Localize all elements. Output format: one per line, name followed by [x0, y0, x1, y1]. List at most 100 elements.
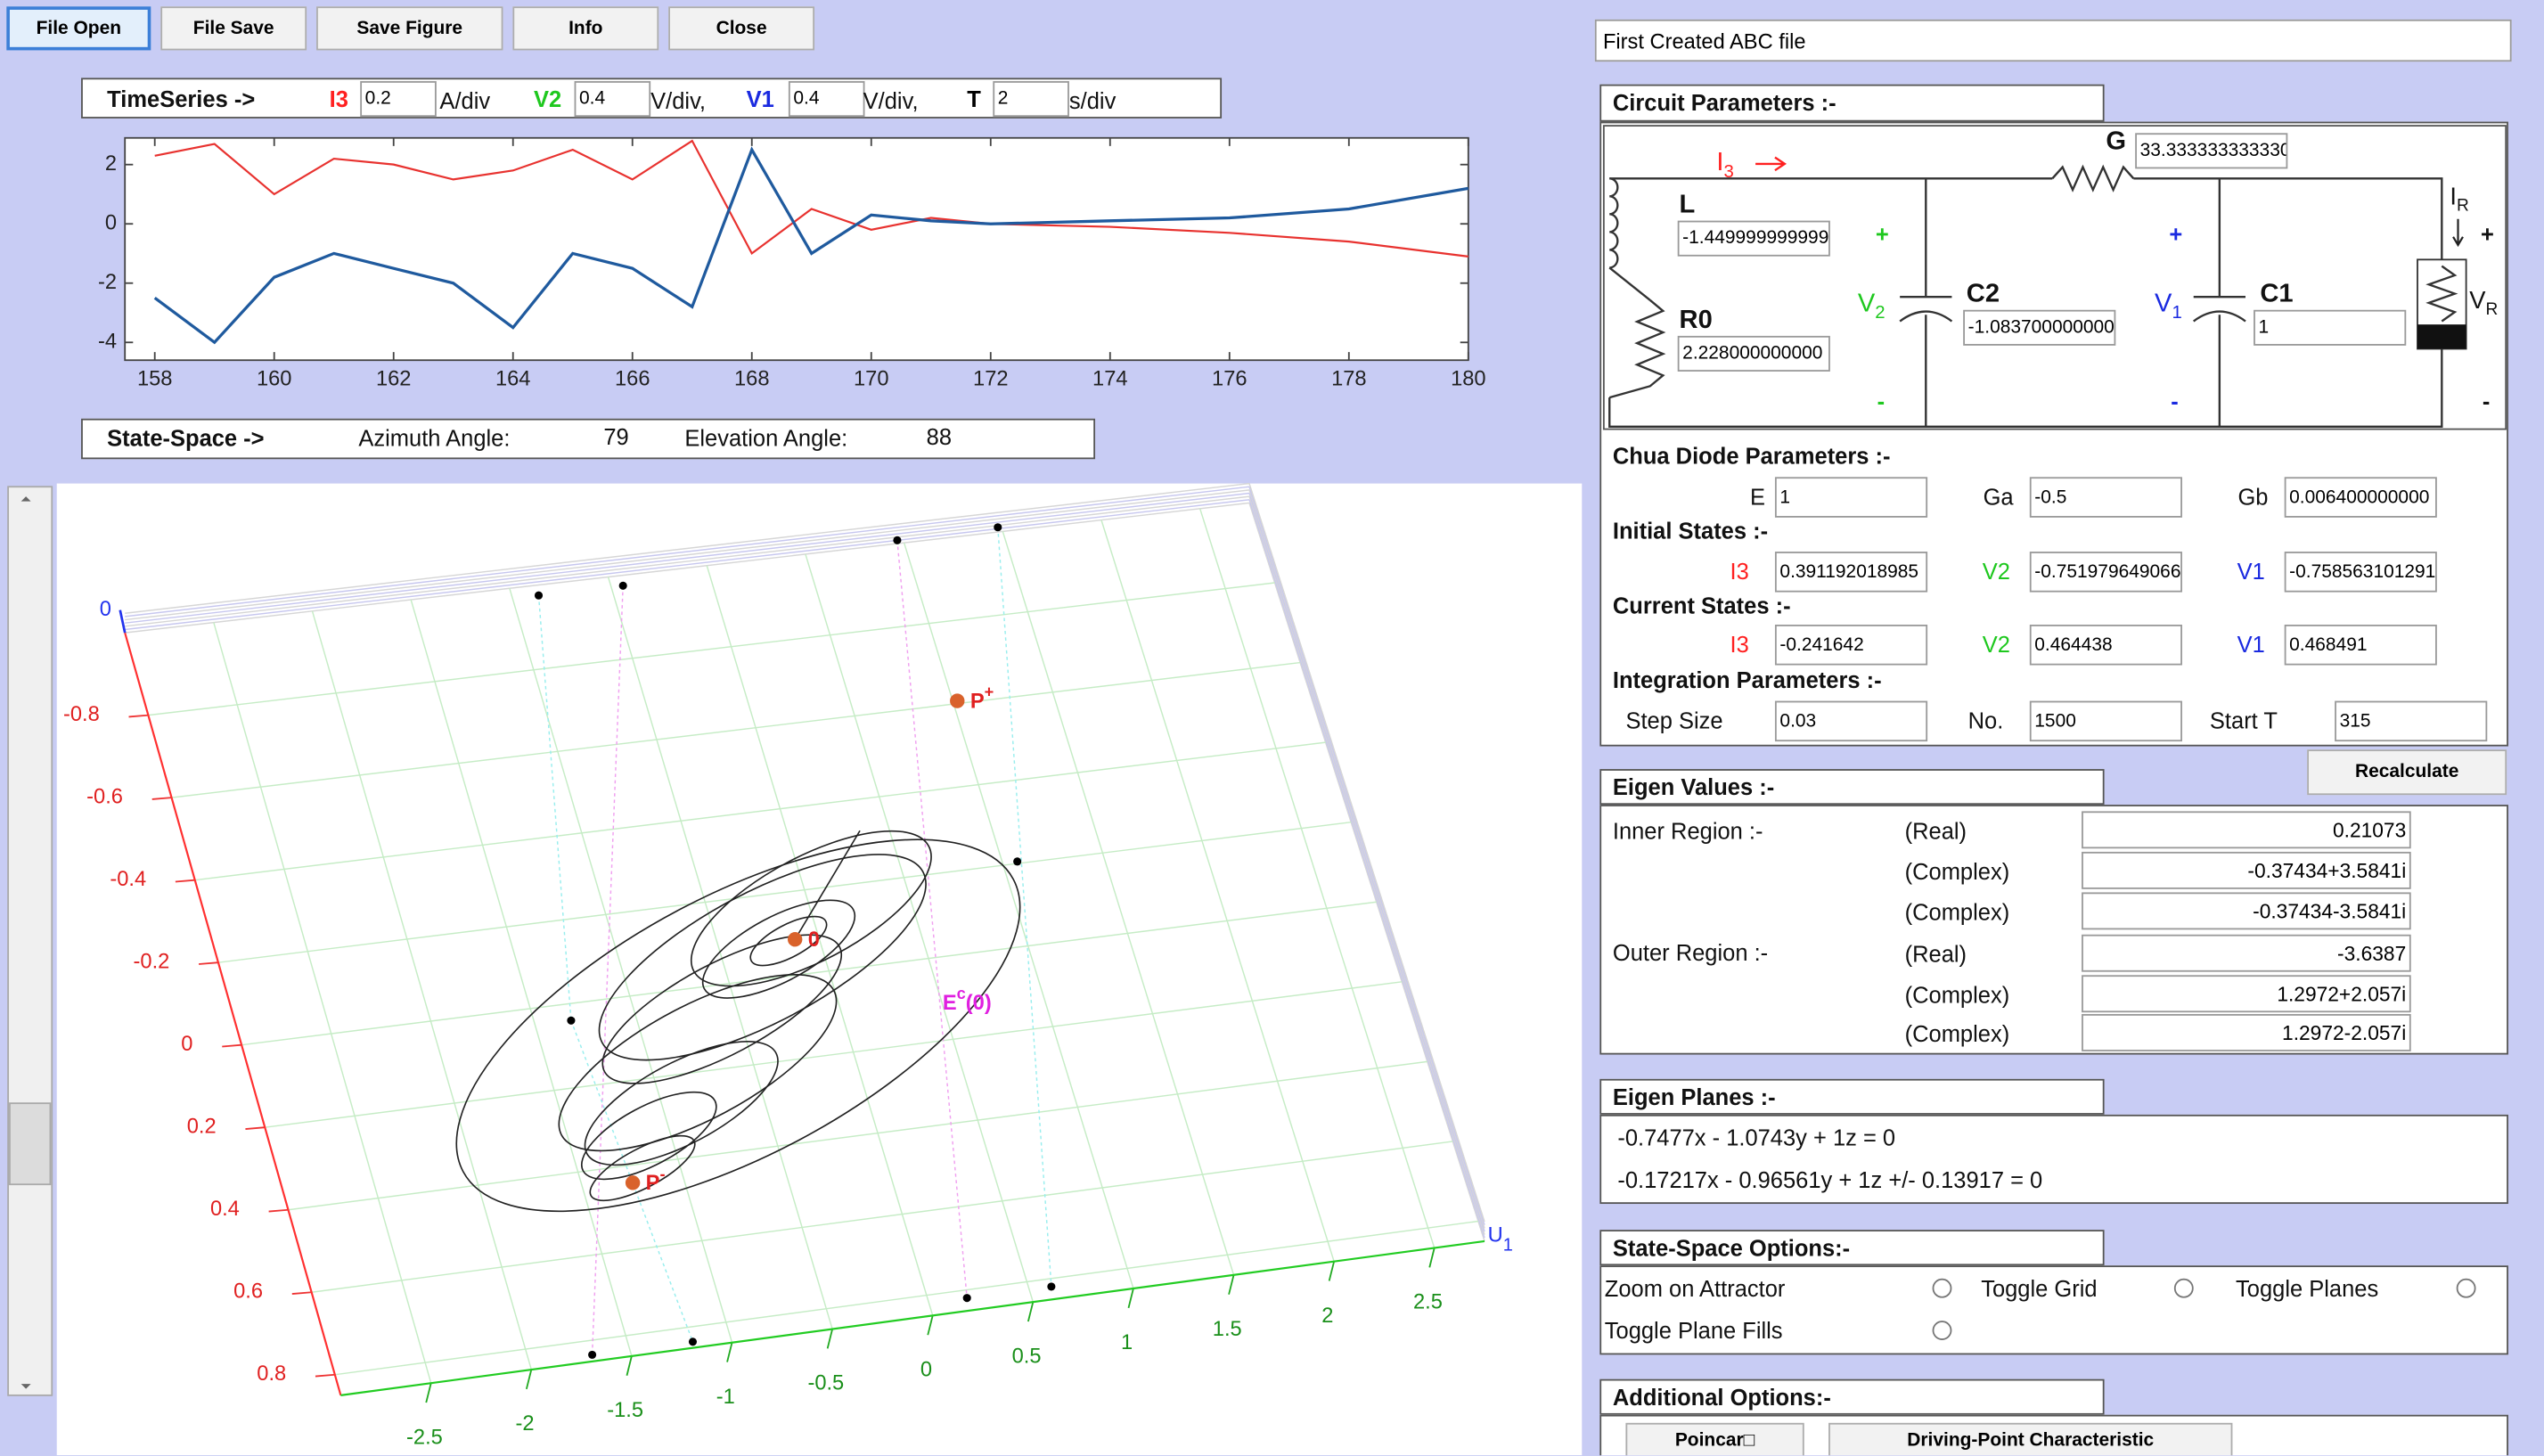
plane-edge — [1248, 493, 1485, 1232]
y-tick-label: 0.8 — [257, 1362, 286, 1386]
x-tick-label: 180 — [1451, 367, 1485, 390]
section-title: Current States :- — [1612, 592, 1791, 618]
eigen-value[interactable]: 0.21073 — [2082, 811, 2411, 849]
toolbar-button[interactable]: File Open — [6, 6, 151, 51]
field-value[interactable]: -0.751979649066 — [2029, 552, 2182, 593]
y-tick — [198, 961, 218, 965]
plane-point — [618, 581, 627, 590]
grid-line — [194, 741, 1326, 881]
channel-scale-field[interactable]: 2 — [993, 81, 1069, 118]
eigen-value[interactable]: 1.2972+2.057i — [2082, 975, 2411, 1013]
option-button[interactable]: Poincar□ — [1625, 1422, 1804, 1456]
grid-line — [509, 588, 733, 1343]
annotation-tail: (0) — [966, 992, 992, 1015]
scroll-arrow — [20, 496, 31, 1389]
field-value[interactable]: -0.758563101291 — [2284, 552, 2437, 593]
field-label: I3 — [1730, 631, 1749, 658]
load-voltage-label: VR — [2469, 287, 2498, 319]
voltage-label-sub: 2 — [1875, 303, 1886, 323]
field-value[interactable]: 0.006400000000 — [2284, 477, 2437, 518]
x-tick — [927, 1315, 934, 1336]
plot-area — [124, 136, 1469, 362]
field-value[interactable]: -0.241642 — [1774, 625, 1928, 666]
y-tick-label: 0 — [105, 211, 117, 234]
component-label: G — [2106, 127, 2127, 156]
z-tick-label: 0 — [100, 598, 111, 621]
y-tick-label: -4 — [98, 331, 117, 354]
channel-scale-field[interactable]: 0.4 — [788, 81, 865, 118]
section-title: Eigen Values :- — [1612, 773, 1775, 800]
parameter-field[interactable]: -1.449999999999 — [1677, 220, 1830, 257]
field-label: I3 — [1730, 558, 1749, 585]
field-value[interactable]: 1 — [1774, 477, 1928, 518]
field-value[interactable]: 0.03 — [1774, 700, 1928, 742]
parameter-field[interactable]: 1 — [2254, 309, 2407, 346]
channel-scale-field[interactable]: 0.4 — [574, 81, 651, 118]
load-current-label-text: I — [2450, 183, 2458, 211]
circuit-diagram — [1602, 125, 2507, 430]
equilibrium-point — [787, 932, 803, 947]
polarity-plus: + — [2169, 220, 2183, 247]
bar-label: TimeSeries -> — [107, 86, 256, 112]
field-label: No. — [1967, 707, 2004, 734]
radio-button[interactable] — [1932, 1278, 1952, 1298]
field-value[interactable]: -0.5 — [2029, 477, 2182, 518]
option-button[interactable]: Driving-Point Characteristic — [1828, 1422, 2233, 1456]
field-value[interactable]: 0.391192018985 — [1774, 552, 1928, 593]
field-value[interactable]: 315 — [2335, 700, 2488, 742]
attractor-loop — [589, 1134, 696, 1202]
radio-button[interactable] — [1932, 1321, 1952, 1340]
recalculate-button[interactable]: Recalculate — [2307, 749, 2507, 796]
attractor-loop — [580, 1091, 717, 1181]
toolbar-button[interactable]: File Save — [160, 6, 307, 51]
radio-button[interactable] — [2456, 1278, 2476, 1298]
load-current-label: IR — [2450, 184, 2468, 216]
grid-line — [213, 622, 432, 1384]
field-label: Ga — [1983, 483, 2014, 510]
region-label: Inner Region :- — [1612, 817, 1763, 844]
scrollbar — [7, 486, 53, 1396]
radio-button[interactable] — [2173, 1278, 2194, 1298]
parameter-field[interactable]: -1.083700000000 — [1963, 309, 2116, 346]
plane-edge — [1248, 487, 1485, 1225]
parameter-field[interactable]: 2.228000000000 — [1677, 335, 1830, 372]
file-name-field[interactable]: First Created ABC file — [1594, 19, 2512, 62]
option-label: Zoom on Attractor — [1604, 1275, 1786, 1302]
section-title: Eigen Planes :- — [1612, 1084, 1776, 1110]
x-tick — [626, 1355, 633, 1376]
eigen-value[interactable]: -0.37434-3.5841i — [2082, 892, 2411, 930]
field-value[interactable]: 1500 — [2029, 700, 2182, 742]
voltage-label-text: V — [1857, 290, 1876, 318]
toolbar-button[interactable]: Close — [668, 6, 815, 51]
channel-unit: s/div — [1068, 87, 1117, 114]
field-label: V1 — [2237, 558, 2265, 585]
x-tick-label: 166 — [615, 367, 650, 390]
parameter-field[interactable]: 33.333333333330 — [2135, 133, 2288, 169]
field-label: Step Size — [1625, 707, 1723, 734]
toolbar-button[interactable]: Info — [512, 6, 659, 51]
annotation: P+ — [970, 683, 994, 713]
eigen-kind: (Complex) — [1904, 898, 2010, 925]
plane-edge — [125, 495, 1250, 627]
bar-label: State-Space -> — [107, 425, 265, 452]
x-tick — [425, 1383, 432, 1403]
field-value[interactable]: 0.464438 — [2029, 625, 2182, 666]
eigen-kind: (Complex) — [1904, 858, 2010, 885]
channel-name: I3 — [329, 86, 348, 112]
polarity-minus: - — [2171, 388, 2179, 414]
additional-tab — [1599, 1378, 2105, 1415]
attractor-segment — [794, 830, 861, 940]
toolbar-button[interactable]: Save Figure — [316, 6, 503, 51]
eigen-kind: (Real) — [1904, 817, 1967, 844]
eigen-value[interactable]: -3.6387 — [2082, 934, 2411, 972]
option-label: Toggle Planes — [2236, 1275, 2379, 1302]
eigen-value[interactable]: 1.2972-2.057i — [2082, 1014, 2411, 1051]
y-tick-label: 0 — [181, 1033, 192, 1056]
channel-scale-field[interactable]: 0.2 — [360, 81, 437, 118]
annotation: 0 — [808, 928, 820, 952]
eigen-value[interactable]: -0.37434+3.5841i — [2082, 851, 2411, 889]
x-tick-label: 170 — [854, 367, 888, 390]
field-value[interactable]: 0.468491 — [2284, 625, 2437, 666]
azimuth-label: Azimuth Angle: — [358, 425, 511, 452]
